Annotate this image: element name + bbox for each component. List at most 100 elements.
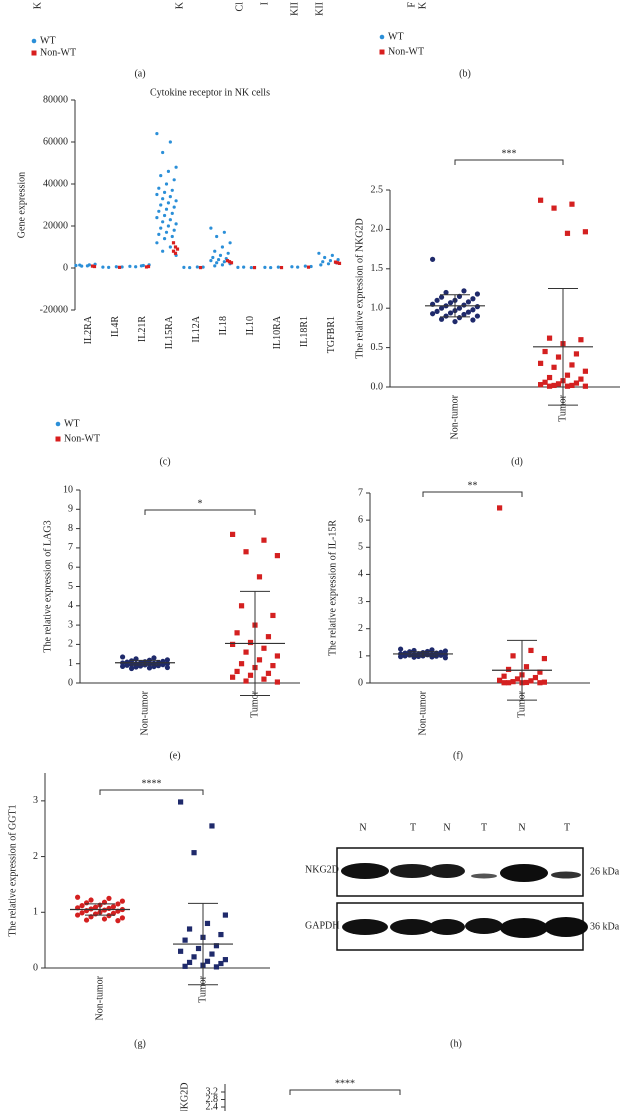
data-point	[168, 140, 172, 144]
data-point	[573, 380, 580, 386]
band	[429, 919, 465, 935]
panel-label: (e)	[169, 750, 180, 761]
data-point	[106, 905, 112, 911]
y-axis-label: The relative expression of NKG2D	[354, 218, 365, 359]
data-point	[155, 663, 162, 669]
y-tick-label: 0	[358, 677, 363, 688]
cropped-label: KII	[289, 2, 300, 16]
data-point	[79, 903, 85, 909]
data-point	[162, 237, 167, 241]
data-point	[157, 209, 161, 213]
data-point	[213, 943, 220, 949]
data-point	[119, 898, 125, 904]
data-point	[226, 251, 230, 255]
y-tick-label: 1.5	[371, 263, 384, 274]
data-point	[164, 657, 170, 663]
data-point	[83, 917, 90, 923]
data-point	[497, 677, 503, 683]
data-point	[92, 264, 97, 269]
data-point	[133, 664, 139, 670]
data-point	[430, 311, 436, 317]
band	[390, 864, 434, 878]
data-point	[569, 362, 575, 368]
data-point	[174, 165, 178, 169]
data-point	[166, 224, 171, 228]
data-point	[182, 937, 188, 943]
data-point	[452, 318, 458, 325]
data-point	[157, 186, 161, 190]
data-point	[215, 261, 219, 265]
data-point	[101, 916, 108, 922]
data-point	[160, 662, 166, 668]
data-point	[501, 680, 507, 686]
significance-label: *	[198, 498, 203, 509]
data-point	[319, 263, 323, 267]
x-tick-label: IL21R	[137, 316, 148, 342]
band	[465, 918, 503, 934]
y-tick-label: 7	[68, 542, 73, 553]
data-point	[146, 264, 151, 269]
data-point	[166, 201, 171, 205]
data-point	[124, 662, 130, 668]
data-point	[247, 672, 254, 678]
data-point	[106, 895, 112, 901]
data-point	[279, 265, 284, 270]
data-point	[470, 307, 476, 313]
data-point	[541, 679, 547, 685]
data-point	[228, 241, 232, 245]
data-point	[216, 258, 221, 262]
data-point	[497, 505, 503, 511]
data-point	[168, 245, 172, 249]
data-point	[174, 222, 178, 226]
data-point	[238, 661, 245, 667]
x-tick-label: IL2RA	[83, 315, 94, 344]
data-point	[438, 305, 445, 311]
data-point	[551, 205, 557, 211]
data-point	[120, 265, 124, 269]
data-point	[90, 264, 95, 268]
data-point	[114, 265, 118, 269]
data-point	[92, 904, 99, 910]
data-point	[335, 261, 340, 265]
y-tick-label: 0.0	[371, 381, 384, 392]
data-point	[330, 253, 334, 257]
data-point	[582, 368, 588, 374]
data-point	[236, 265, 240, 269]
x-tick-label: IL15RA	[164, 315, 175, 349]
cropped-label: K	[174, 1, 185, 9]
data-point	[209, 823, 215, 829]
y-tick-label: 60000	[43, 136, 68, 147]
y-tick-label: 1	[68, 658, 73, 669]
data-point	[120, 654, 126, 660]
data-point	[213, 964, 220, 970]
y-tick-label: 1.0	[371, 302, 384, 313]
data-point	[317, 251, 321, 255]
data-point	[537, 680, 543, 686]
data-point	[261, 645, 267, 651]
data-point	[474, 313, 480, 319]
lane-label: N	[443, 822, 450, 833]
legend-label: WT	[64, 418, 80, 429]
significance-label: **	[468, 480, 478, 491]
band	[500, 918, 548, 938]
data-point	[582, 383, 588, 389]
x-tick-label: Tumor	[557, 394, 568, 422]
data-point	[155, 192, 159, 197]
data-point	[162, 190, 167, 194]
data-point	[261, 537, 267, 543]
data-point	[78, 263, 82, 267]
cropped-label: K	[417, 1, 428, 9]
data-point	[546, 383, 553, 389]
panel-label: (h)	[450, 1038, 462, 1049]
y-axis-label: NKG2D	[179, 1083, 190, 1111]
data-point	[178, 948, 184, 954]
cropped-label: I	[259, 2, 270, 5]
data-point	[172, 178, 176, 182]
data-point	[234, 668, 240, 675]
data-point	[398, 654, 404, 660]
x-tick-label: Non-tumor	[417, 690, 428, 735]
data-point	[434, 308, 440, 314]
data-point	[569, 201, 575, 207]
cropped-label: KII	[314, 2, 325, 16]
y-tick-label: 6	[68, 561, 73, 572]
